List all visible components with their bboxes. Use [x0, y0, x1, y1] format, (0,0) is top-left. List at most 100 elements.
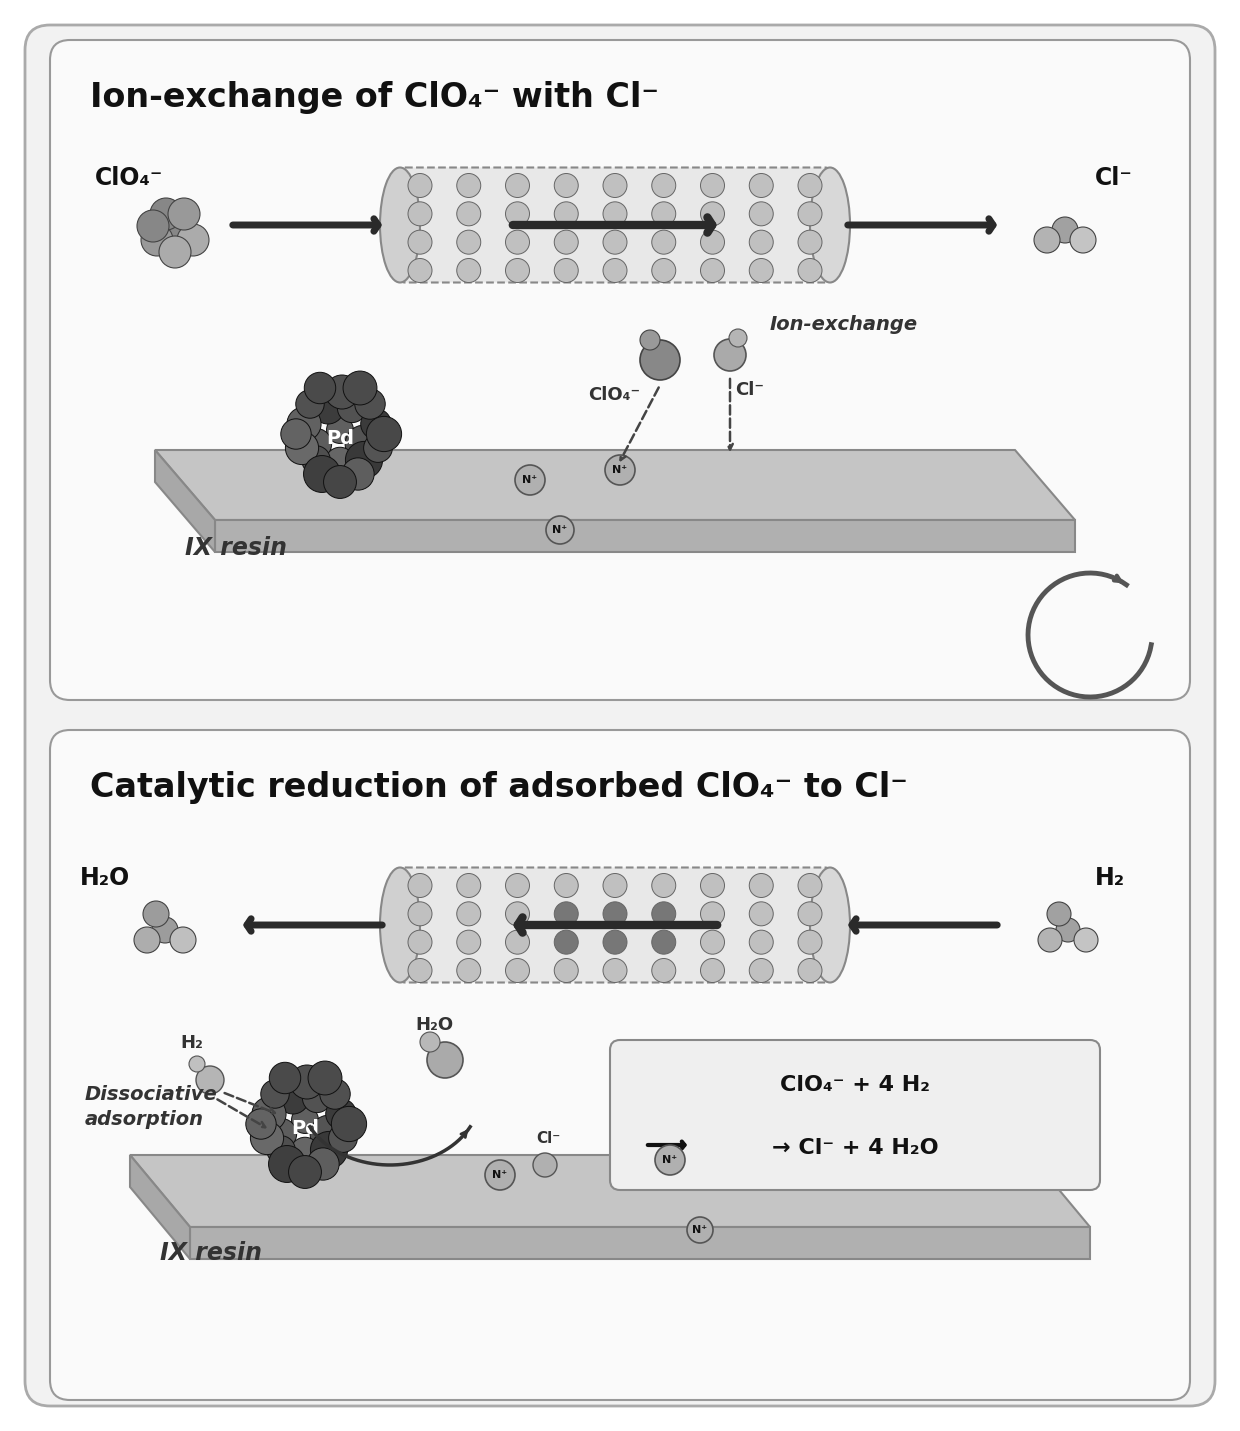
Text: IX resin: IX resin — [185, 537, 286, 560]
Circle shape — [196, 1066, 224, 1095]
Circle shape — [506, 173, 529, 197]
Circle shape — [603, 930, 627, 954]
FancyBboxPatch shape — [401, 167, 830, 282]
Circle shape — [701, 202, 724, 226]
Circle shape — [554, 259, 578, 282]
Circle shape — [326, 1099, 356, 1129]
Circle shape — [456, 173, 481, 197]
Text: → Cl⁻ + 4 H₂O: → Cl⁻ + 4 H₂O — [771, 1138, 939, 1158]
Circle shape — [701, 873, 724, 897]
Text: Pd: Pd — [291, 1119, 319, 1138]
Circle shape — [408, 930, 432, 954]
Circle shape — [320, 1079, 350, 1109]
Circle shape — [304, 372, 336, 404]
Circle shape — [252, 1098, 286, 1130]
Circle shape — [652, 230, 676, 255]
Circle shape — [408, 173, 432, 197]
Circle shape — [153, 917, 179, 943]
Circle shape — [167, 197, 200, 230]
Ellipse shape — [810, 167, 849, 282]
Circle shape — [456, 959, 481, 983]
Text: N⁺: N⁺ — [522, 475, 538, 485]
Circle shape — [1038, 927, 1061, 952]
Circle shape — [300, 428, 331, 459]
Circle shape — [312, 392, 343, 424]
Polygon shape — [155, 449, 215, 552]
Text: Ion-exchange of ClO₄⁻ with Cl⁻: Ion-exchange of ClO₄⁻ with Cl⁻ — [91, 82, 658, 114]
Text: ClO₄⁻: ClO₄⁻ — [588, 386, 640, 404]
Circle shape — [456, 259, 481, 282]
Circle shape — [134, 927, 160, 953]
Circle shape — [749, 259, 774, 282]
Circle shape — [799, 930, 822, 954]
Circle shape — [546, 517, 574, 544]
Circle shape — [291, 1106, 319, 1133]
Circle shape — [285, 431, 319, 465]
Circle shape — [345, 425, 383, 462]
Circle shape — [652, 902, 676, 926]
Text: H₂O: H₂O — [81, 866, 130, 890]
Circle shape — [265, 1119, 296, 1149]
Circle shape — [361, 409, 392, 439]
Circle shape — [342, 458, 374, 491]
Circle shape — [652, 930, 676, 954]
Circle shape — [301, 445, 330, 474]
Circle shape — [506, 902, 529, 926]
Circle shape — [306, 1148, 340, 1181]
Circle shape — [603, 259, 627, 282]
Circle shape — [799, 959, 822, 983]
Text: IX resin: IX resin — [160, 1241, 262, 1265]
Circle shape — [427, 1042, 463, 1078]
Circle shape — [749, 873, 774, 897]
Circle shape — [280, 419, 311, 449]
Text: N⁺: N⁺ — [613, 465, 627, 475]
Circle shape — [554, 202, 578, 226]
Circle shape — [456, 902, 481, 926]
Circle shape — [1056, 919, 1080, 942]
Circle shape — [366, 416, 402, 452]
Circle shape — [150, 197, 182, 230]
Circle shape — [159, 215, 191, 246]
Text: N⁺: N⁺ — [662, 1155, 677, 1165]
Circle shape — [290, 1138, 320, 1166]
Circle shape — [1052, 218, 1078, 243]
Circle shape — [749, 230, 774, 255]
Circle shape — [799, 202, 822, 226]
Text: Cl⁻: Cl⁻ — [735, 381, 764, 399]
Circle shape — [506, 930, 529, 954]
Circle shape — [456, 230, 481, 255]
Circle shape — [652, 873, 676, 897]
Circle shape — [456, 873, 481, 897]
Circle shape — [749, 173, 774, 197]
Circle shape — [408, 230, 432, 255]
Circle shape — [603, 959, 627, 983]
Ellipse shape — [379, 167, 420, 282]
Text: Dissociative: Dissociative — [86, 1085, 218, 1103]
Circle shape — [343, 371, 377, 405]
Circle shape — [729, 329, 746, 346]
Circle shape — [408, 873, 432, 897]
Circle shape — [655, 1145, 684, 1175]
Circle shape — [331, 1106, 367, 1142]
Circle shape — [408, 902, 432, 926]
Text: H₂O: H₂O — [415, 1016, 453, 1035]
Circle shape — [277, 1082, 309, 1113]
Circle shape — [749, 930, 774, 954]
Circle shape — [159, 236, 191, 268]
Circle shape — [603, 873, 627, 897]
Text: adsorption: adsorption — [86, 1110, 205, 1129]
Circle shape — [506, 873, 529, 897]
Circle shape — [310, 1132, 347, 1169]
Text: ClO₄⁻ + 4 H₂: ClO₄⁻ + 4 H₂ — [780, 1075, 930, 1095]
Polygon shape — [130, 1155, 1090, 1226]
Circle shape — [605, 455, 635, 485]
Circle shape — [640, 331, 660, 351]
Circle shape — [749, 959, 774, 983]
Text: N⁺: N⁺ — [492, 1171, 507, 1181]
Circle shape — [640, 341, 680, 381]
Text: Cl⁻: Cl⁻ — [1095, 166, 1133, 190]
Circle shape — [799, 902, 822, 926]
Circle shape — [296, 389, 324, 418]
Circle shape — [533, 1153, 557, 1178]
Circle shape — [652, 173, 676, 197]
